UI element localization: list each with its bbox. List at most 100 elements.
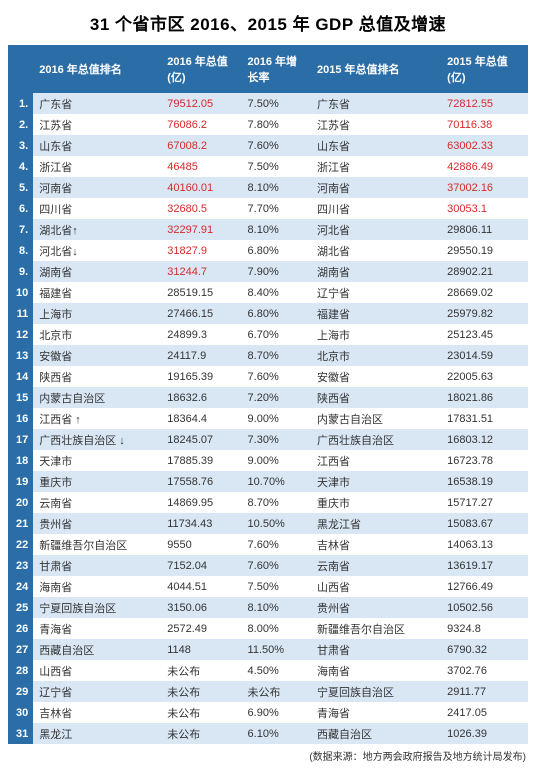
rank-cell: 9.	[8, 261, 33, 282]
rank-cell: 23	[8, 555, 33, 576]
value-2016: 7152.04	[161, 555, 241, 576]
table-row: 8.河北省↓31827.96.80%湖北省29550.19	[8, 240, 528, 261]
table-row: 18天津市17885.399.00%江西省16723.78	[8, 450, 528, 471]
table-row: 22新疆维吾尔自治区95507.60%吉林省14063.13	[8, 534, 528, 555]
value-2015: 1026.39	[441, 723, 528, 744]
value-2015: 2911.77	[441, 681, 528, 702]
growth-rate: 未公布	[242, 681, 311, 702]
growth-rate: 8.10%	[242, 597, 311, 618]
province-2016: 贵州省	[33, 513, 161, 534]
table-row: 19重庆市17558.7610.70%天津市16538.19	[8, 471, 528, 492]
province-2015: 天津市	[311, 471, 441, 492]
value-2016: 1148	[161, 639, 241, 660]
value-2016: 3150.06	[161, 597, 241, 618]
province-2015: 陕西省	[311, 387, 441, 408]
province-2016: 四川省	[33, 198, 161, 219]
growth-rate: 6.10%	[242, 723, 311, 744]
table-row: 12北京市24899.36.70%上海市25123.45	[8, 324, 528, 345]
rank-cell: 11	[8, 303, 33, 324]
province-2016: 湖南省	[33, 261, 161, 282]
value-2016: 9550	[161, 534, 241, 555]
value-2015: 17831.51	[441, 408, 528, 429]
rank-cell: 4.	[8, 156, 33, 177]
growth-rate: 6.80%	[242, 303, 311, 324]
growth-rate: 10.70%	[242, 471, 311, 492]
growth-rate: 9.00%	[242, 450, 311, 471]
value-2015: 9324.8	[441, 618, 528, 639]
table-row: 11上海市27466.156.80%福建省25979.82	[8, 303, 528, 324]
table-row: 10福建省28519.158.40%辽宁省28669.02	[8, 282, 528, 303]
province-2015: 湖南省	[311, 261, 441, 282]
rank-cell: 13	[8, 345, 33, 366]
rank-cell: 20	[8, 492, 33, 513]
rank-cell: 26	[8, 618, 33, 639]
province-2016: 山西省	[33, 660, 161, 681]
rank-cell: 18	[8, 450, 33, 471]
province-2015: 山东省	[311, 135, 441, 156]
province-2016: 内蒙古自治区	[33, 387, 161, 408]
value-2015: 3702.76	[441, 660, 528, 681]
province-2016: 黑龙江	[33, 723, 161, 744]
province-2016: 湖北省↑	[33, 219, 161, 240]
header-row: 2016 年总值排名 2016 年总值 (亿) 2016 年增长率 2015 年…	[8, 45, 528, 93]
value-2015: 37002.16	[441, 177, 528, 198]
rank-cell: 8.	[8, 240, 33, 261]
table-row: 21贵州省11734.4310.50%黑龙江省15083.67	[8, 513, 528, 534]
growth-rate: 7.50%	[242, 576, 311, 597]
province-2015: 黑龙江省	[311, 513, 441, 534]
province-2015: 内蒙古自治区	[311, 408, 441, 429]
value-2016: 27466.15	[161, 303, 241, 324]
growth-rate: 7.60%	[242, 366, 311, 387]
table-row: 28山西省未公布4.50%海南省3702.76	[8, 660, 528, 681]
rank-cell: 15	[8, 387, 33, 408]
province-2016: 天津市	[33, 450, 161, 471]
rank-cell: 16	[8, 408, 33, 429]
table-row: 29辽宁省未公布未公布宁夏回族自治区2911.77	[8, 681, 528, 702]
value-2015: 13619.17	[441, 555, 528, 576]
province-2016: 甘肃省	[33, 555, 161, 576]
growth-rate: 6.70%	[242, 324, 311, 345]
rank-cell: 1.	[8, 93, 33, 114]
province-2015: 云南省	[311, 555, 441, 576]
rank-cell: 6.	[8, 198, 33, 219]
province-2015: 吉林省	[311, 534, 441, 555]
table-row: 17广西壮族自治区 ↓18245.077.30%广西壮族自治区16803.12	[8, 429, 528, 450]
growth-rate: 6.80%	[242, 240, 311, 261]
province-2015: 辽宁省	[311, 282, 441, 303]
rank-cell: 24	[8, 576, 33, 597]
value-2015: 25123.45	[441, 324, 528, 345]
value-2016: 79512.05	[161, 93, 241, 114]
rank-cell: 14	[8, 366, 33, 387]
province-2015: 广东省	[311, 93, 441, 114]
table-row: 24海南省4044.517.50%山西省12766.49	[8, 576, 528, 597]
table-row: 5.河南省40160.018.10%河南省37002.16	[8, 177, 528, 198]
table-row: 3.山东省67008.27.60%山东省63002.33	[8, 135, 528, 156]
value-2015: 28669.02	[441, 282, 528, 303]
value-2016: 未公布	[161, 723, 241, 744]
value-2016: 24117.9	[161, 345, 241, 366]
province-2015: 海南省	[311, 660, 441, 681]
province-2016: 青海省	[33, 618, 161, 639]
value-2015: 70116.38	[441, 114, 528, 135]
province-2015: 河南省	[311, 177, 441, 198]
value-2016: 14869.95	[161, 492, 241, 513]
table-row: 6.四川省32680.57.70%四川省30053.1	[8, 198, 528, 219]
rank-cell: 31	[8, 723, 33, 744]
col-rank	[8, 45, 33, 93]
growth-rate: 4.50%	[242, 660, 311, 681]
growth-rate: 7.50%	[242, 156, 311, 177]
growth-rate: 7.80%	[242, 114, 311, 135]
province-2015: 江西省	[311, 450, 441, 471]
value-2015: 42886.49	[441, 156, 528, 177]
province-2015: 广西壮族自治区	[311, 429, 441, 450]
value-2016: 67008.2	[161, 135, 241, 156]
growth-rate: 7.30%	[242, 429, 311, 450]
province-2015: 重庆市	[311, 492, 441, 513]
rank-cell: 25	[8, 597, 33, 618]
col-value-2016: 2016 年总值 (亿)	[161, 45, 241, 93]
col-name-2015: 2015 年总值排名	[311, 45, 441, 93]
province-2015: 北京市	[311, 345, 441, 366]
value-2016: 18364.4	[161, 408, 241, 429]
province-2016: 海南省	[33, 576, 161, 597]
province-2015: 上海市	[311, 324, 441, 345]
